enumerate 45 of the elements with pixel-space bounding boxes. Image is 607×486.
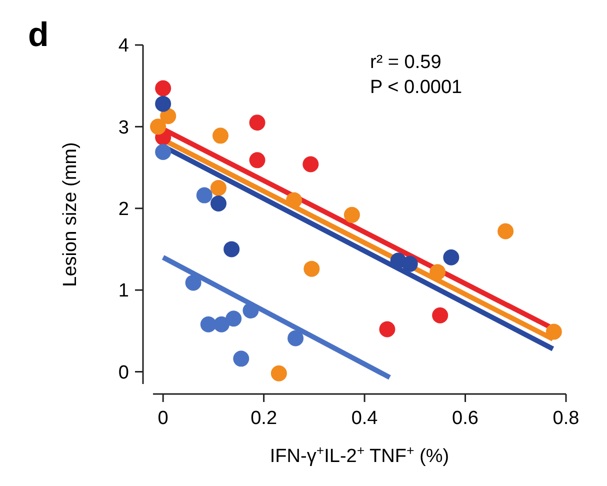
y-tick-label: 0 — [118, 362, 129, 384]
point — [344, 206, 360, 223]
point — [226, 310, 242, 327]
point — [196, 187, 212, 204]
point — [155, 144, 172, 160]
point — [185, 274, 202, 291]
point — [430, 264, 446, 280]
text: d — [28, 16, 49, 54]
point — [249, 114, 266, 131]
point — [288, 330, 304, 346]
point — [210, 180, 226, 196]
point — [214, 316, 230, 332]
point — [546, 324, 562, 340]
point — [443, 249, 460, 266]
y-tick-label: 3 — [118, 117, 129, 138]
x-tick-label: 0 — [158, 408, 168, 429]
x-tick-label: 0.6 — [452, 408, 478, 429]
point — [498, 223, 514, 240]
point — [242, 302, 259, 318]
point — [402, 256, 418, 272]
y-tick-label: 1 — [118, 280, 129, 302]
point — [302, 156, 319, 172]
point — [155, 96, 172, 112]
point — [286, 192, 302, 208]
point — [379, 321, 396, 338]
x-axis-title: IFN-γ$^{+}$IL-2$^{+}$ TNF$^{+}$ (%) — [270, 442, 450, 467]
y-tick-label: 2 — [118, 199, 129, 220]
point — [200, 316, 216, 332]
point — [224, 241, 240, 258]
point — [212, 128, 228, 144]
point — [150, 118, 166, 135]
annotation: r² = 0.59 — [370, 52, 442, 73]
point — [270, 365, 287, 382]
point — [233, 350, 250, 367]
point — [210, 195, 226, 212]
point — [304, 260, 320, 277]
x-tick-label: 0.8 — [552, 408, 580, 429]
point — [432, 307, 448, 324]
x-tick-label: 0.4 — [351, 408, 378, 429]
point — [249, 152, 266, 168]
x-tick-label: 0.2 — [250, 408, 278, 429]
y-axis-title: Lesion size (mm) — [60, 142, 81, 287]
annotation: P < 0.0001 — [370, 77, 462, 98]
point — [155, 80, 172, 96]
y-tick-label: 4 — [118, 36, 130, 57]
